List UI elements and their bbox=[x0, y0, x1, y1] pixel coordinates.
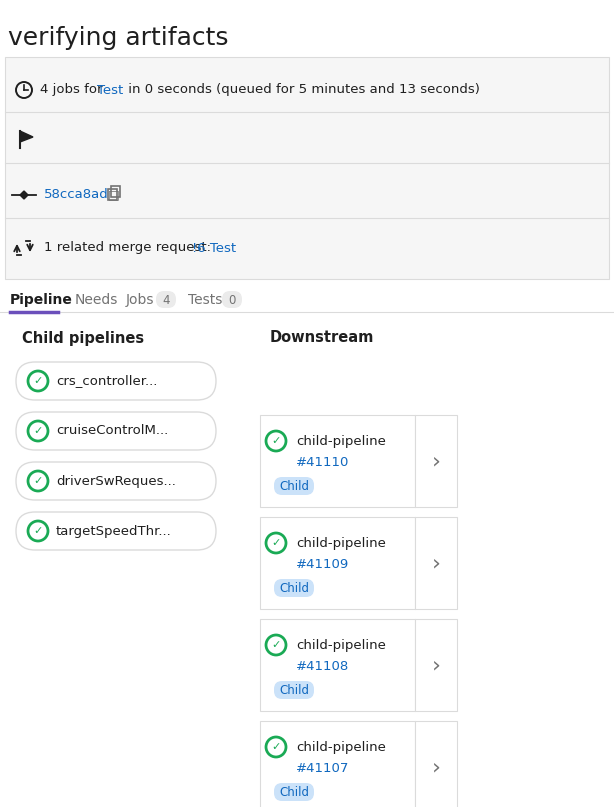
Polygon shape bbox=[20, 131, 33, 142]
FancyBboxPatch shape bbox=[16, 512, 216, 550]
Text: Tests: Tests bbox=[188, 293, 222, 307]
FancyBboxPatch shape bbox=[274, 477, 314, 495]
Bar bbox=[415, 619, 457, 711]
Text: verifying artifacts: verifying artifacts bbox=[8, 26, 228, 50]
FancyBboxPatch shape bbox=[274, 783, 314, 801]
Text: Child: Child bbox=[279, 582, 309, 595]
Text: ›: › bbox=[432, 655, 440, 675]
Circle shape bbox=[28, 471, 48, 491]
Text: ✓: ✓ bbox=[33, 376, 43, 386]
Circle shape bbox=[266, 635, 286, 655]
Text: ›: › bbox=[432, 757, 440, 777]
Text: ✓: ✓ bbox=[33, 526, 43, 536]
Text: Child: Child bbox=[279, 785, 309, 798]
Text: !6 Test: !6 Test bbox=[192, 241, 236, 254]
Text: Downstream: Downstream bbox=[270, 331, 375, 345]
Text: child-pipeline: child-pipeline bbox=[296, 434, 386, 448]
Bar bbox=[260, 517, 415, 609]
Text: 58cca8ad: 58cca8ad bbox=[44, 189, 109, 202]
Bar bbox=[5, 57, 609, 279]
Circle shape bbox=[28, 521, 48, 541]
Text: child-pipeline: child-pipeline bbox=[296, 537, 386, 550]
FancyBboxPatch shape bbox=[16, 362, 216, 400]
FancyBboxPatch shape bbox=[274, 681, 314, 699]
Circle shape bbox=[266, 533, 286, 553]
FancyBboxPatch shape bbox=[16, 412, 216, 450]
Bar bbox=[415, 517, 457, 609]
Text: 1 related merge request:: 1 related merge request: bbox=[44, 241, 216, 254]
Text: ✓: ✓ bbox=[33, 476, 43, 486]
Text: ›: › bbox=[432, 451, 440, 471]
Text: Child: Child bbox=[279, 684, 309, 696]
Text: cruiseControlM...: cruiseControlM... bbox=[56, 424, 168, 437]
Text: #41108: #41108 bbox=[296, 660, 349, 674]
Circle shape bbox=[266, 431, 286, 451]
Text: child-pipeline: child-pipeline bbox=[296, 741, 386, 754]
Circle shape bbox=[28, 421, 48, 441]
FancyBboxPatch shape bbox=[274, 579, 314, 597]
Text: crs_controller...: crs_controller... bbox=[56, 374, 157, 387]
Text: 4: 4 bbox=[162, 294, 169, 307]
Text: □: □ bbox=[108, 189, 120, 202]
Text: Jobs: Jobs bbox=[126, 293, 155, 307]
Bar bbox=[260, 415, 415, 507]
Text: Child: Child bbox=[279, 479, 309, 492]
Polygon shape bbox=[20, 191, 28, 199]
FancyBboxPatch shape bbox=[16, 462, 216, 500]
Text: ✓: ✓ bbox=[271, 538, 281, 548]
Text: ✓: ✓ bbox=[271, 640, 281, 650]
Text: ✓: ✓ bbox=[271, 742, 281, 752]
Bar bbox=[415, 721, 457, 807]
Text: ›: › bbox=[432, 553, 440, 573]
Text: Test: Test bbox=[97, 83, 123, 97]
Text: Pipeline: Pipeline bbox=[10, 293, 73, 307]
Bar bbox=[260, 619, 415, 711]
Text: 4 jobs for: 4 jobs for bbox=[40, 83, 107, 97]
Text: #41107: #41107 bbox=[296, 763, 349, 776]
Bar bbox=[260, 721, 415, 807]
Text: ✓: ✓ bbox=[33, 426, 43, 436]
Bar bbox=[108, 189, 117, 200]
Text: #41109: #41109 bbox=[296, 558, 349, 571]
FancyBboxPatch shape bbox=[156, 291, 176, 308]
Circle shape bbox=[28, 371, 48, 391]
Text: Child pipelines: Child pipelines bbox=[22, 331, 144, 345]
Text: child-pipeline: child-pipeline bbox=[296, 638, 386, 651]
Text: 0: 0 bbox=[228, 294, 236, 307]
Bar bbox=[111, 186, 120, 197]
FancyBboxPatch shape bbox=[222, 291, 242, 308]
Text: Needs: Needs bbox=[75, 293, 119, 307]
Text: in 0 seconds (queued for 5 minutes and 13 seconds): in 0 seconds (queued for 5 minutes and 1… bbox=[124, 83, 480, 97]
Text: targetSpeedThr...: targetSpeedThr... bbox=[56, 525, 172, 537]
Bar bbox=[415, 415, 457, 507]
Text: driverSwReques...: driverSwReques... bbox=[56, 475, 176, 487]
Text: ✓: ✓ bbox=[271, 436, 281, 446]
Circle shape bbox=[266, 737, 286, 757]
Text: #41110: #41110 bbox=[296, 457, 349, 470]
